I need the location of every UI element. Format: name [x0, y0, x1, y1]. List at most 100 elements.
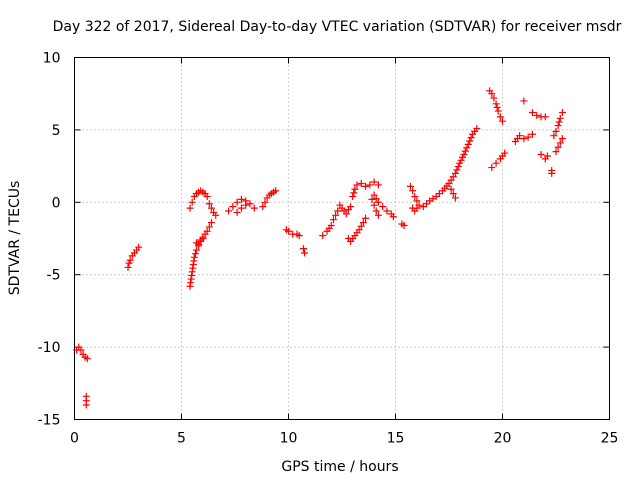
data-point: [409, 204, 417, 212]
data-point: [464, 140, 472, 148]
data-point: [453, 166, 461, 174]
data-point: [362, 182, 370, 190]
data-point: [212, 211, 220, 219]
data-point: [488, 164, 496, 172]
data-point: [301, 249, 309, 257]
data-point: [233, 208, 241, 216]
data-point: [389, 213, 397, 221]
data-point: [203, 227, 211, 235]
data-point: [516, 132, 524, 140]
data-point: [237, 195, 245, 203]
data-point: [135, 243, 143, 251]
data-point: [77, 346, 85, 354]
data-point: [494, 107, 502, 115]
data-point: [250, 204, 258, 212]
data-point: [520, 135, 528, 143]
data-point: [229, 203, 237, 211]
x-tick-label: 25: [601, 431, 619, 447]
data-point: [246, 200, 254, 208]
data-point: [461, 147, 469, 155]
y-axis-label: SDTVAR / TECUs: [7, 181, 23, 296]
data-point: [259, 203, 267, 211]
data-point: [499, 117, 506, 125]
data-point: [374, 198, 382, 206]
data-point: [353, 181, 361, 189]
data-point: [205, 223, 213, 231]
data-point: [501, 149, 509, 157]
data-point: [400, 221, 408, 229]
x-tick-label: 10: [280, 431, 298, 447]
data-point: [82, 401, 90, 409]
data-point: [463, 144, 471, 152]
data-point: [454, 163, 462, 171]
data-point: [186, 204, 194, 212]
data-point: [207, 219, 215, 227]
data-point: [528, 130, 536, 138]
data-point: [299, 245, 307, 253]
data-point: [350, 189, 358, 197]
y-tick-label: 5: [52, 123, 61, 139]
data-point: [342, 210, 350, 218]
data-point: [355, 226, 363, 234]
data-point: [233, 198, 241, 206]
y-tick-label: -5: [47, 268, 61, 284]
data-point: [556, 114, 564, 122]
data-point: [359, 219, 367, 227]
data-point: [552, 127, 560, 135]
data-point: [449, 190, 457, 198]
data-point: [370, 201, 378, 209]
x-tick-label: 15: [387, 431, 405, 447]
data-point: [460, 151, 468, 159]
data-point: [533, 111, 541, 119]
data-point: [552, 148, 560, 156]
data-point: [370, 191, 378, 199]
data-point: [366, 181, 374, 189]
data-point: [466, 137, 474, 145]
data-point: [199, 235, 207, 242]
data-point: [225, 207, 233, 215]
data-point: [543, 152, 551, 160]
data-point: [550, 132, 558, 140]
data-point: [83, 355, 91, 363]
data-point: [492, 100, 500, 108]
data-point: [370, 178, 378, 186]
data-point: [285, 227, 292, 235]
axis-ticks: 0 5 10 15 20 25 -15 -10 -5 0 5 10: [38, 51, 619, 447]
x-tick-label: 5: [177, 431, 186, 447]
data-point: [492, 159, 500, 167]
data-point: [347, 203, 355, 211]
data-point: [272, 187, 280, 195]
data-point: [447, 185, 455, 193]
data-point: [261, 198, 269, 206]
data-point: [558, 109, 566, 117]
data-point: [357, 222, 365, 230]
grid-lines: [74, 57, 610, 420]
y-tick-label: 0: [52, 195, 61, 211]
data-point: [496, 113, 504, 121]
data-point: [334, 207, 342, 215]
data-point: [327, 221, 335, 229]
y-tick-label: 10: [43, 51, 61, 67]
data-point: [368, 195, 376, 203]
data-point: [362, 214, 370, 222]
data-point: [374, 211, 382, 219]
data-point: [558, 135, 566, 143]
x-tick-label: 0: [70, 431, 79, 447]
data-point: [203, 193, 211, 201]
data-point: [556, 139, 564, 147]
data-point: [329, 216, 337, 224]
data-point: [406, 182, 414, 190]
data-point: [295, 232, 303, 240]
data-point: [242, 201, 250, 209]
data-point: [205, 200, 213, 208]
data-point: [237, 204, 245, 212]
data-point: [411, 193, 419, 201]
plot-frame: [74, 57, 610, 420]
data-point: [207, 204, 215, 212]
data-point: [351, 185, 359, 193]
data-point: [188, 198, 196, 206]
data-point: [520, 97, 528, 105]
data-point: [383, 207, 391, 215]
data-point: [374, 181, 382, 189]
data-point: [357, 179, 365, 187]
